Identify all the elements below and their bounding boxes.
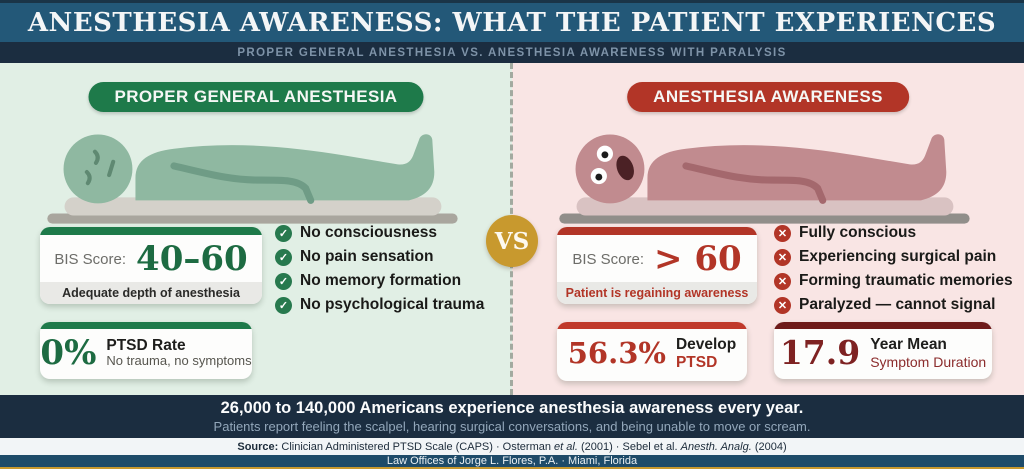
checklist-item: ✓ No memory formation — [275, 272, 484, 290]
checklist-item-label: No memory formation — [300, 272, 462, 289]
checklist-item: ✕ Fully conscious — [774, 224, 1013, 242]
stat-subtitle: No trauma, no symptoms — [106, 353, 252, 369]
panel-proper-anesthesia: PROPER GENERAL ANESTHESIA BIS Score: 40–… — [0, 63, 512, 395]
checklist-item: ✓ No psychological trauma — [275, 296, 484, 314]
card-accent-bar — [557, 227, 757, 235]
stat-subtitle: Symptom Duration — [870, 353, 987, 370]
develop-ptsd-card: 56.3% Develop PTSD — [557, 322, 747, 381]
stat-value: 17.9 — [779, 333, 861, 373]
source-text-italic: et al. — [554, 440, 578, 453]
check-icon: ✓ — [275, 296, 292, 314]
risks-checklist: ✕ Fully conscious ✕ Experiencing surgica… — [774, 224, 1013, 314]
patient-asleep-illustration — [47, 134, 458, 224]
check-icon: ✓ — [275, 272, 292, 290]
subtitle-bar: PROPER GENERAL ANESTHESIA VS. ANESTHESIA… — [0, 42, 1024, 63]
card-accent-bar — [40, 322, 252, 329]
stat-value: 56.3% — [567, 336, 666, 371]
check-icon: ✓ — [275, 248, 292, 266]
bis-score-card-proper: BIS Score: 40–60 Adequate depth of anest… — [40, 227, 262, 304]
banner-subtext: Patients report feeling the scalpel, hea… — [213, 419, 811, 434]
panel-header-proper-anesthesia: PROPER GENERAL ANESTHESIA — [88, 82, 424, 112]
footer-attribution: Law Offices of Jorge L. Flores, P.A. · M… — [0, 455, 1024, 469]
page-subtitle: PROPER GENERAL ANESTHESIA VS. ANESTHESIA… — [237, 46, 787, 59]
card-accent-bar — [774, 322, 992, 329]
bis-score-label: BIS Score: — [54, 250, 127, 268]
stat-title: PTSD Rate — [106, 336, 186, 354]
panel-header-anesthesia-awareness: ANESTHESIA AWARENESS — [627, 82, 909, 112]
ptsd-rate-card: 0% PTSD Rate No trauma, no symptoms — [40, 322, 252, 379]
card-accent-bar — [40, 227, 262, 235]
checklist-item: ✕ Paralyzed — cannot signal — [774, 296, 1013, 314]
stat-title: Year Mean — [870, 336, 947, 353]
benefits-checklist: ✓ No consciousness ✓ No pain sensation ✓… — [275, 224, 484, 314]
cross-icon: ✕ — [774, 296, 791, 314]
vs-badge: VS — [486, 215, 538, 267]
checklist-item-label: No psychological trauma — [300, 296, 485, 313]
checklist-item: ✓ No consciousness — [275, 224, 484, 242]
card-accent-bar — [557, 322, 747, 329]
patient-aware-illustration — [559, 134, 970, 224]
checklist-item-label: No pain sensation — [300, 248, 434, 265]
checklist-item-label: Forming traumatic memories — [799, 272, 1013, 289]
source-text-italic: Anesth. Analg. — [680, 440, 752, 453]
source-text: Clinician Administered PTSD Scale (CAPS)… — [278, 440, 555, 453]
stat-subtitle: PTSD — [675, 353, 718, 371]
checklist-item: ✓ No pain sensation — [275, 248, 484, 266]
cross-icon: ✕ — [774, 248, 791, 266]
bis-score-card-awareness: BIS Score: > 60 Patient is regaining awa… — [557, 227, 757, 304]
stat-title: Develop — [675, 336, 737, 353]
bis-score-note: Patient is regaining awareness — [557, 282, 757, 304]
comparison-area: PROPER GENERAL ANESTHESIA BIS Score: 40–… — [0, 63, 1024, 395]
check-icon: ✓ — [275, 224, 292, 242]
banner-headline: 26,000 to 140,000 Americans experience a… — [220, 399, 804, 417]
page-title: ANESTHESIA AWARENESS: WHAT THE PATIENT E… — [27, 7, 997, 38]
checklist-item-label: Experiencing surgical pain — [799, 248, 997, 265]
source-text: (2001) · Sebel et al. — [577, 440, 681, 453]
source-citation: Source: Clinician Administered PTSD Scal… — [0, 438, 1024, 455]
bis-score-label: BIS Score: — [572, 250, 645, 268]
statistic-banner: 26,000 to 140,000 Americans experience a… — [0, 395, 1024, 438]
bis-score-note: Adequate depth of anesthesia — [40, 282, 262, 304]
stat-value: 0% — [40, 333, 97, 373]
title-bar: ANESTHESIA AWARENESS: WHAT THE PATIENT E… — [0, 0, 1024, 42]
cross-icon: ✕ — [774, 224, 791, 242]
bis-score-value: > 60 — [654, 239, 742, 279]
checklist-item: ✕ Experiencing surgical pain — [774, 248, 1013, 266]
bis-score-value: 40–60 — [136, 239, 248, 279]
symptom-duration-card: 17.9 Year Mean Symptom Duration — [774, 322, 992, 379]
panel-anesthesia-awareness: ANESTHESIA AWARENESS BIS Score: > 60 Pat… — [512, 63, 1024, 395]
cross-icon: ✕ — [774, 272, 791, 290]
checklist-item: ✕ Forming traumatic memories — [774, 272, 1013, 290]
checklist-item-label: Fully conscious — [799, 224, 917, 241]
checklist-item-label: No consciousness — [300, 224, 437, 241]
source-text: (2004) — [751, 440, 787, 453]
source-label: Source: — [237, 440, 279, 453]
checklist-item-label: Paralyzed — cannot signal — [799, 296, 996, 313]
